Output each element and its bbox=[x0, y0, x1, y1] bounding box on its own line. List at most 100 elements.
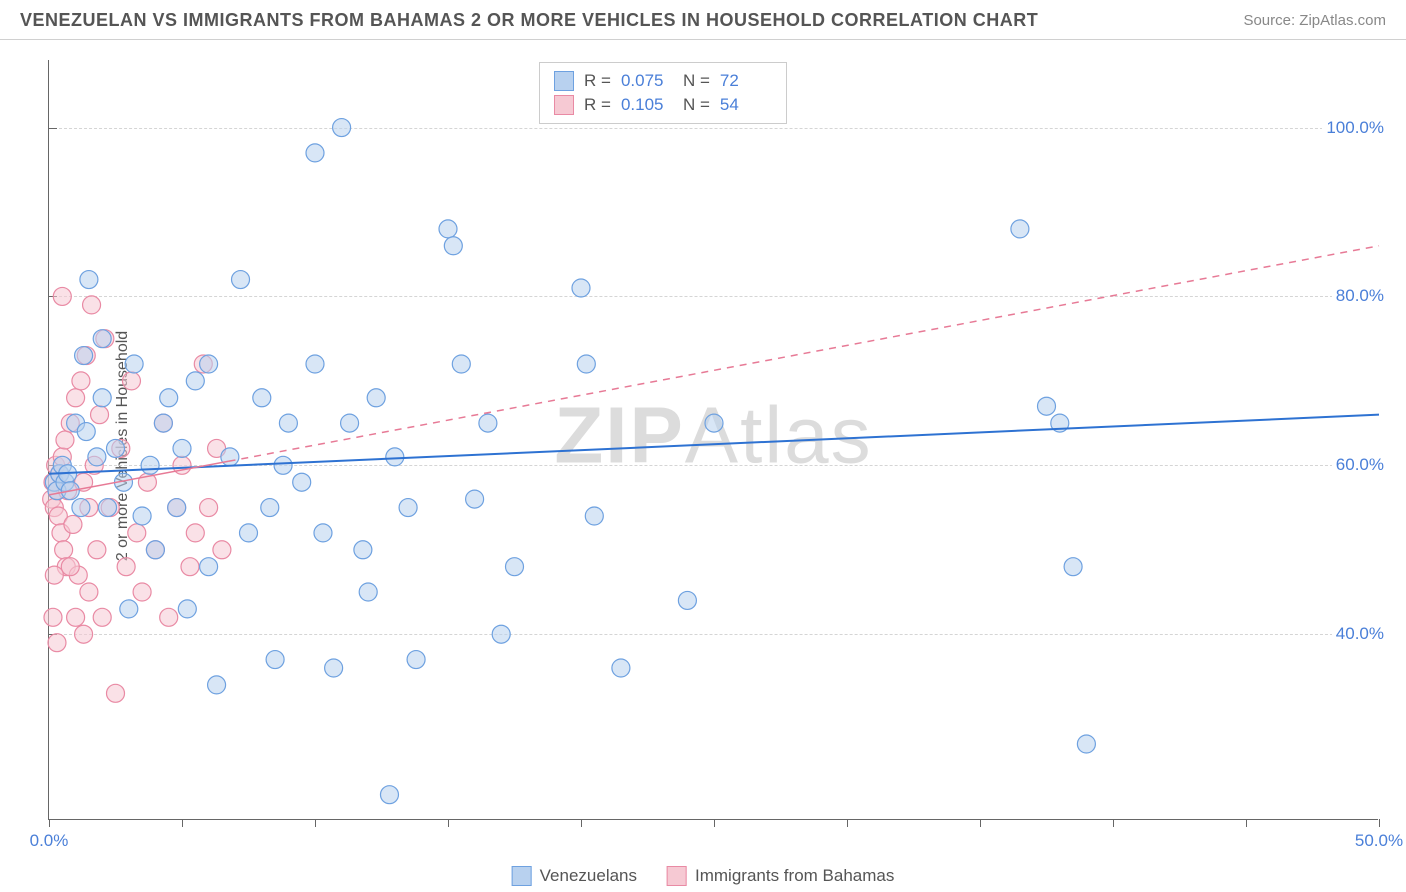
x-tick-mark bbox=[1113, 819, 1114, 827]
correlation-legend: R =0.075N =72R =0.105N =54 bbox=[539, 62, 787, 124]
data-point bbox=[1038, 397, 1056, 415]
data-point bbox=[88, 541, 106, 559]
data-point bbox=[407, 651, 425, 669]
legend-row: R = 0.075 N = 72 bbox=[554, 69, 772, 93]
data-point bbox=[333, 119, 351, 137]
data-point bbox=[173, 439, 191, 457]
x-tick-mark bbox=[980, 819, 981, 827]
data-point bbox=[120, 600, 138, 618]
data-point bbox=[48, 634, 66, 652]
data-point bbox=[178, 600, 196, 618]
data-point bbox=[439, 220, 457, 238]
data-point bbox=[466, 490, 484, 508]
data-point bbox=[452, 355, 470, 373]
data-point bbox=[186, 524, 204, 542]
legend-item: Immigrants from Bahamas bbox=[667, 866, 894, 886]
data-point bbox=[279, 414, 297, 432]
data-point bbox=[253, 389, 271, 407]
legend-item: Venezuelans bbox=[512, 866, 637, 886]
data-point bbox=[208, 676, 226, 694]
x-tick-mark bbox=[1379, 819, 1380, 827]
data-point bbox=[93, 330, 111, 348]
trend-line bbox=[229, 246, 1379, 461]
data-point bbox=[122, 372, 140, 390]
series-legend: Venezuelans Immigrants from Bahamas bbox=[512, 866, 895, 886]
data-point bbox=[266, 651, 284, 669]
x-tick-mark bbox=[448, 819, 449, 827]
data-point bbox=[181, 558, 199, 576]
data-point bbox=[325, 659, 343, 677]
n-label: N = bbox=[683, 95, 710, 115]
legend-swatch bbox=[554, 71, 574, 91]
data-point bbox=[44, 608, 62, 626]
data-point bbox=[77, 423, 95, 441]
r-label: R = bbox=[584, 71, 611, 91]
x-tick-label: 0.0% bbox=[30, 831, 69, 851]
x-tick-mark bbox=[1246, 819, 1247, 827]
data-point bbox=[341, 414, 359, 432]
chart-header: VENEZUELAN VS IMMIGRANTS FROM BAHAMAS 2 … bbox=[0, 0, 1406, 40]
n-label: N = bbox=[683, 71, 710, 91]
data-point bbox=[133, 507, 151, 525]
data-point bbox=[314, 524, 332, 542]
data-point bbox=[399, 499, 417, 517]
data-point bbox=[506, 558, 524, 576]
data-point bbox=[160, 608, 178, 626]
data-point bbox=[492, 625, 510, 643]
x-tick-label: 50.0% bbox=[1355, 831, 1403, 851]
legend-label: Immigrants from Bahamas bbox=[695, 866, 894, 886]
x-tick-mark bbox=[182, 819, 183, 827]
data-point bbox=[83, 296, 101, 314]
chart-plot-area: 40.0%60.0%80.0%100.0% ZIPAtlas R =0.075N… bbox=[48, 60, 1378, 820]
r-label: R = bbox=[584, 95, 611, 115]
x-tick-mark bbox=[847, 819, 848, 827]
data-point bbox=[107, 684, 125, 702]
data-point bbox=[125, 355, 143, 373]
data-point bbox=[359, 583, 377, 601]
legend-label: Venezuelans bbox=[540, 866, 637, 886]
x-tick-mark bbox=[714, 819, 715, 827]
data-point bbox=[367, 389, 385, 407]
data-point bbox=[1011, 220, 1029, 238]
data-point bbox=[274, 456, 292, 474]
data-point bbox=[380, 786, 398, 804]
data-point bbox=[64, 515, 82, 533]
data-point bbox=[75, 625, 93, 643]
n-value: 72 bbox=[720, 71, 772, 91]
data-point bbox=[128, 524, 146, 542]
data-point bbox=[53, 287, 71, 305]
data-point bbox=[354, 541, 372, 559]
data-point bbox=[88, 448, 106, 466]
data-point bbox=[186, 372, 204, 390]
data-point bbox=[141, 456, 159, 474]
data-point bbox=[261, 499, 279, 517]
data-point bbox=[75, 347, 93, 365]
data-point bbox=[133, 583, 151, 601]
data-point bbox=[213, 541, 231, 559]
data-point bbox=[612, 659, 630, 677]
source-label: Source: ZipAtlas.com bbox=[1243, 12, 1386, 29]
data-point bbox=[200, 355, 218, 373]
data-point bbox=[93, 608, 111, 626]
r-value: 0.075 bbox=[621, 71, 673, 91]
x-tick-mark bbox=[581, 819, 582, 827]
data-point bbox=[61, 558, 79, 576]
data-point bbox=[293, 473, 311, 491]
data-point bbox=[67, 389, 85, 407]
data-point bbox=[585, 507, 603, 525]
n-value: 54 bbox=[720, 95, 772, 115]
chart-title: VENEZUELAN VS IMMIGRANTS FROM BAHAMAS 2 … bbox=[20, 10, 1038, 31]
data-point bbox=[146, 541, 164, 559]
data-point bbox=[678, 591, 696, 609]
data-point bbox=[1077, 735, 1095, 753]
data-point bbox=[168, 499, 186, 517]
data-point bbox=[91, 406, 109, 424]
data-point bbox=[72, 499, 90, 517]
data-point bbox=[99, 499, 117, 517]
data-point bbox=[93, 389, 111, 407]
legend-swatch bbox=[554, 95, 574, 115]
data-point bbox=[107, 439, 125, 457]
data-point bbox=[55, 541, 73, 559]
data-point bbox=[577, 355, 595, 373]
x-tick-mark bbox=[49, 819, 50, 827]
